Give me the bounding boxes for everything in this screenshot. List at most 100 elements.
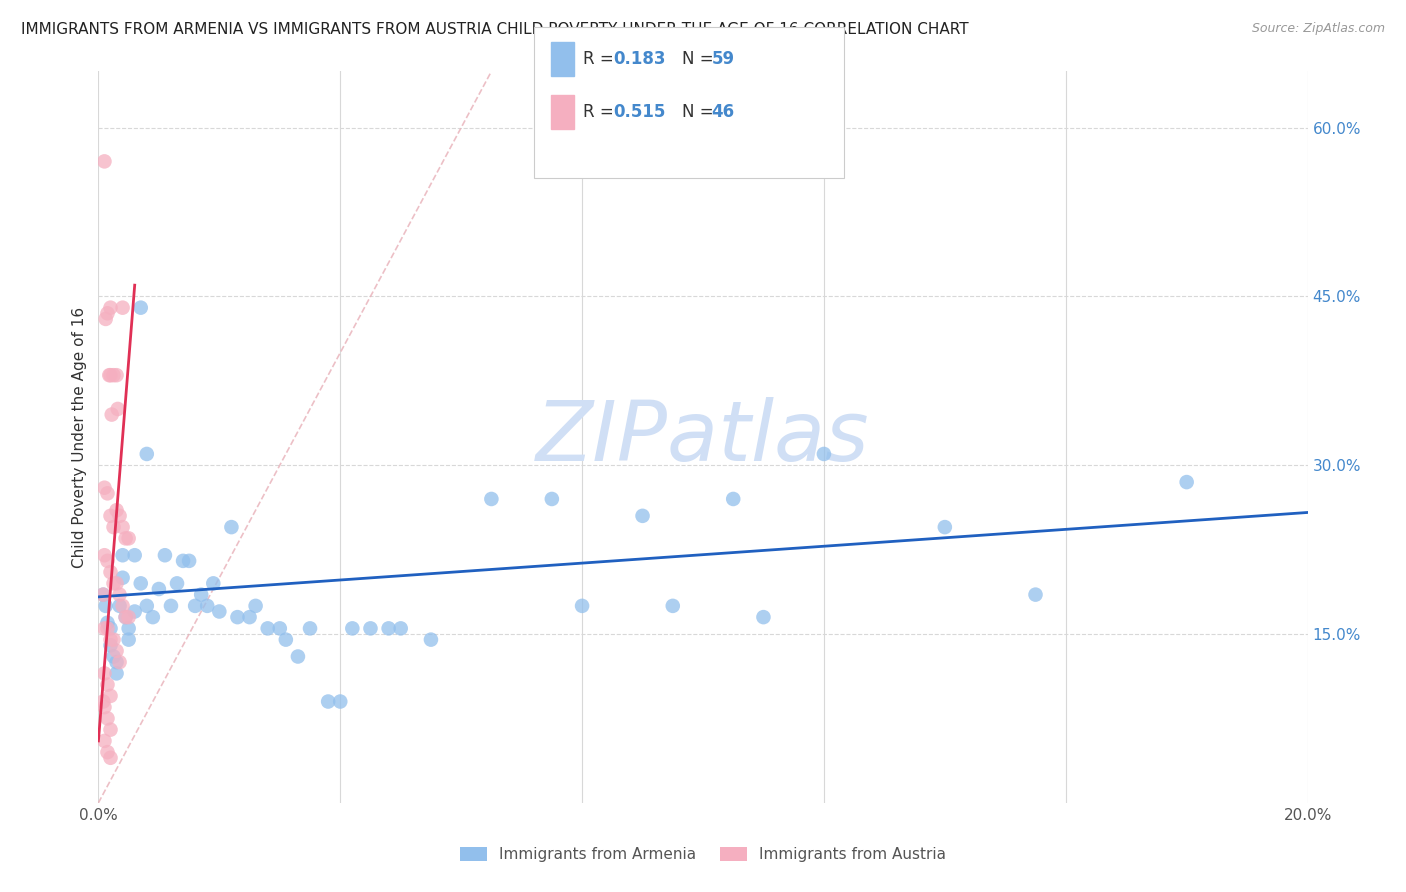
Point	[100, 723, 122, 737]
Point	[94, 312, 117, 326]
Point	[226, 610, 249, 624]
Point	[100, 508, 122, 523]
Text: Source: ZipAtlas.com: Source: ZipAtlas.com	[1251, 22, 1385, 36]
Point	[135, 447, 157, 461]
Point	[96, 306, 118, 320]
Point	[1024, 588, 1046, 602]
Point	[377, 621, 399, 635]
Text: 0.515: 0.515	[613, 103, 665, 121]
Point	[105, 655, 128, 669]
Point	[108, 508, 131, 523]
Point	[105, 576, 128, 591]
Point	[111, 301, 134, 315]
Point	[111, 548, 134, 562]
Point	[287, 649, 309, 664]
Point	[111, 571, 134, 585]
Point	[108, 588, 131, 602]
Point	[100, 408, 122, 422]
Point	[100, 689, 122, 703]
Point	[274, 632, 297, 647]
Point	[360, 621, 382, 635]
Point	[96, 678, 118, 692]
Point	[105, 644, 128, 658]
Point	[166, 576, 188, 591]
Point	[111, 520, 134, 534]
Point	[103, 368, 125, 383]
Text: N =: N =	[682, 50, 718, 68]
Point	[100, 621, 122, 635]
Text: 46: 46	[711, 103, 734, 121]
Point	[118, 610, 141, 624]
Point	[299, 621, 322, 635]
Point	[91, 588, 114, 602]
Point	[98, 368, 121, 383]
Y-axis label: Child Poverty Under the Age of 16: Child Poverty Under the Age of 16	[72, 307, 87, 567]
Point	[118, 621, 141, 635]
Point	[107, 401, 129, 416]
Point	[329, 694, 352, 708]
Point	[256, 621, 278, 635]
Point	[114, 610, 136, 624]
Point	[103, 520, 125, 534]
Point	[93, 621, 115, 635]
Point	[571, 599, 593, 613]
Point	[184, 599, 207, 613]
Point	[142, 610, 165, 624]
Point	[103, 632, 125, 647]
Point	[93, 700, 115, 714]
Text: R =: R =	[583, 103, 620, 121]
Point	[93, 734, 115, 748]
Point	[342, 621, 364, 635]
Point	[195, 599, 218, 613]
Point	[114, 610, 136, 624]
Point	[221, 520, 243, 534]
Point	[135, 599, 157, 613]
Point	[129, 576, 152, 591]
Point	[1175, 475, 1198, 489]
Point	[153, 548, 176, 562]
Point	[239, 610, 262, 624]
Point	[813, 447, 835, 461]
Point	[420, 632, 443, 647]
Point	[111, 599, 134, 613]
Text: N =: N =	[682, 103, 718, 121]
Point	[179, 554, 201, 568]
Point	[245, 599, 267, 613]
Point	[316, 694, 339, 708]
Point	[481, 491, 503, 506]
Point	[100, 368, 122, 383]
Point	[105, 666, 128, 681]
Point	[124, 548, 146, 562]
Point	[94, 599, 117, 613]
Point	[148, 582, 170, 596]
Point	[100, 565, 122, 579]
Point	[752, 610, 775, 624]
Point	[105, 503, 128, 517]
Point	[91, 588, 114, 602]
Point	[96, 615, 118, 630]
Point	[103, 576, 125, 591]
Point	[124, 605, 146, 619]
Point	[934, 520, 956, 534]
Text: 59: 59	[711, 50, 734, 68]
Point	[114, 532, 136, 546]
Point	[723, 491, 745, 506]
Point	[96, 621, 118, 635]
Text: R =: R =	[583, 50, 620, 68]
Point	[108, 599, 131, 613]
Point	[172, 554, 194, 568]
Point	[93, 481, 115, 495]
Point	[202, 576, 225, 591]
Legend: Immigrants from Armenia, Immigrants from Austria: Immigrants from Armenia, Immigrants from…	[454, 841, 952, 868]
Point	[389, 621, 412, 635]
Point	[540, 491, 562, 506]
Point	[96, 745, 118, 759]
Point	[96, 486, 118, 500]
Point	[208, 605, 231, 619]
Point	[93, 154, 115, 169]
Point	[108, 655, 131, 669]
Text: IMMIGRANTS FROM ARMENIA VS IMMIGRANTS FROM AUSTRIA CHILD POVERTY UNDER THE AGE O: IMMIGRANTS FROM ARMENIA VS IMMIGRANTS FR…	[21, 22, 969, 37]
Point	[269, 621, 291, 635]
Point	[103, 649, 125, 664]
Point	[129, 301, 152, 315]
